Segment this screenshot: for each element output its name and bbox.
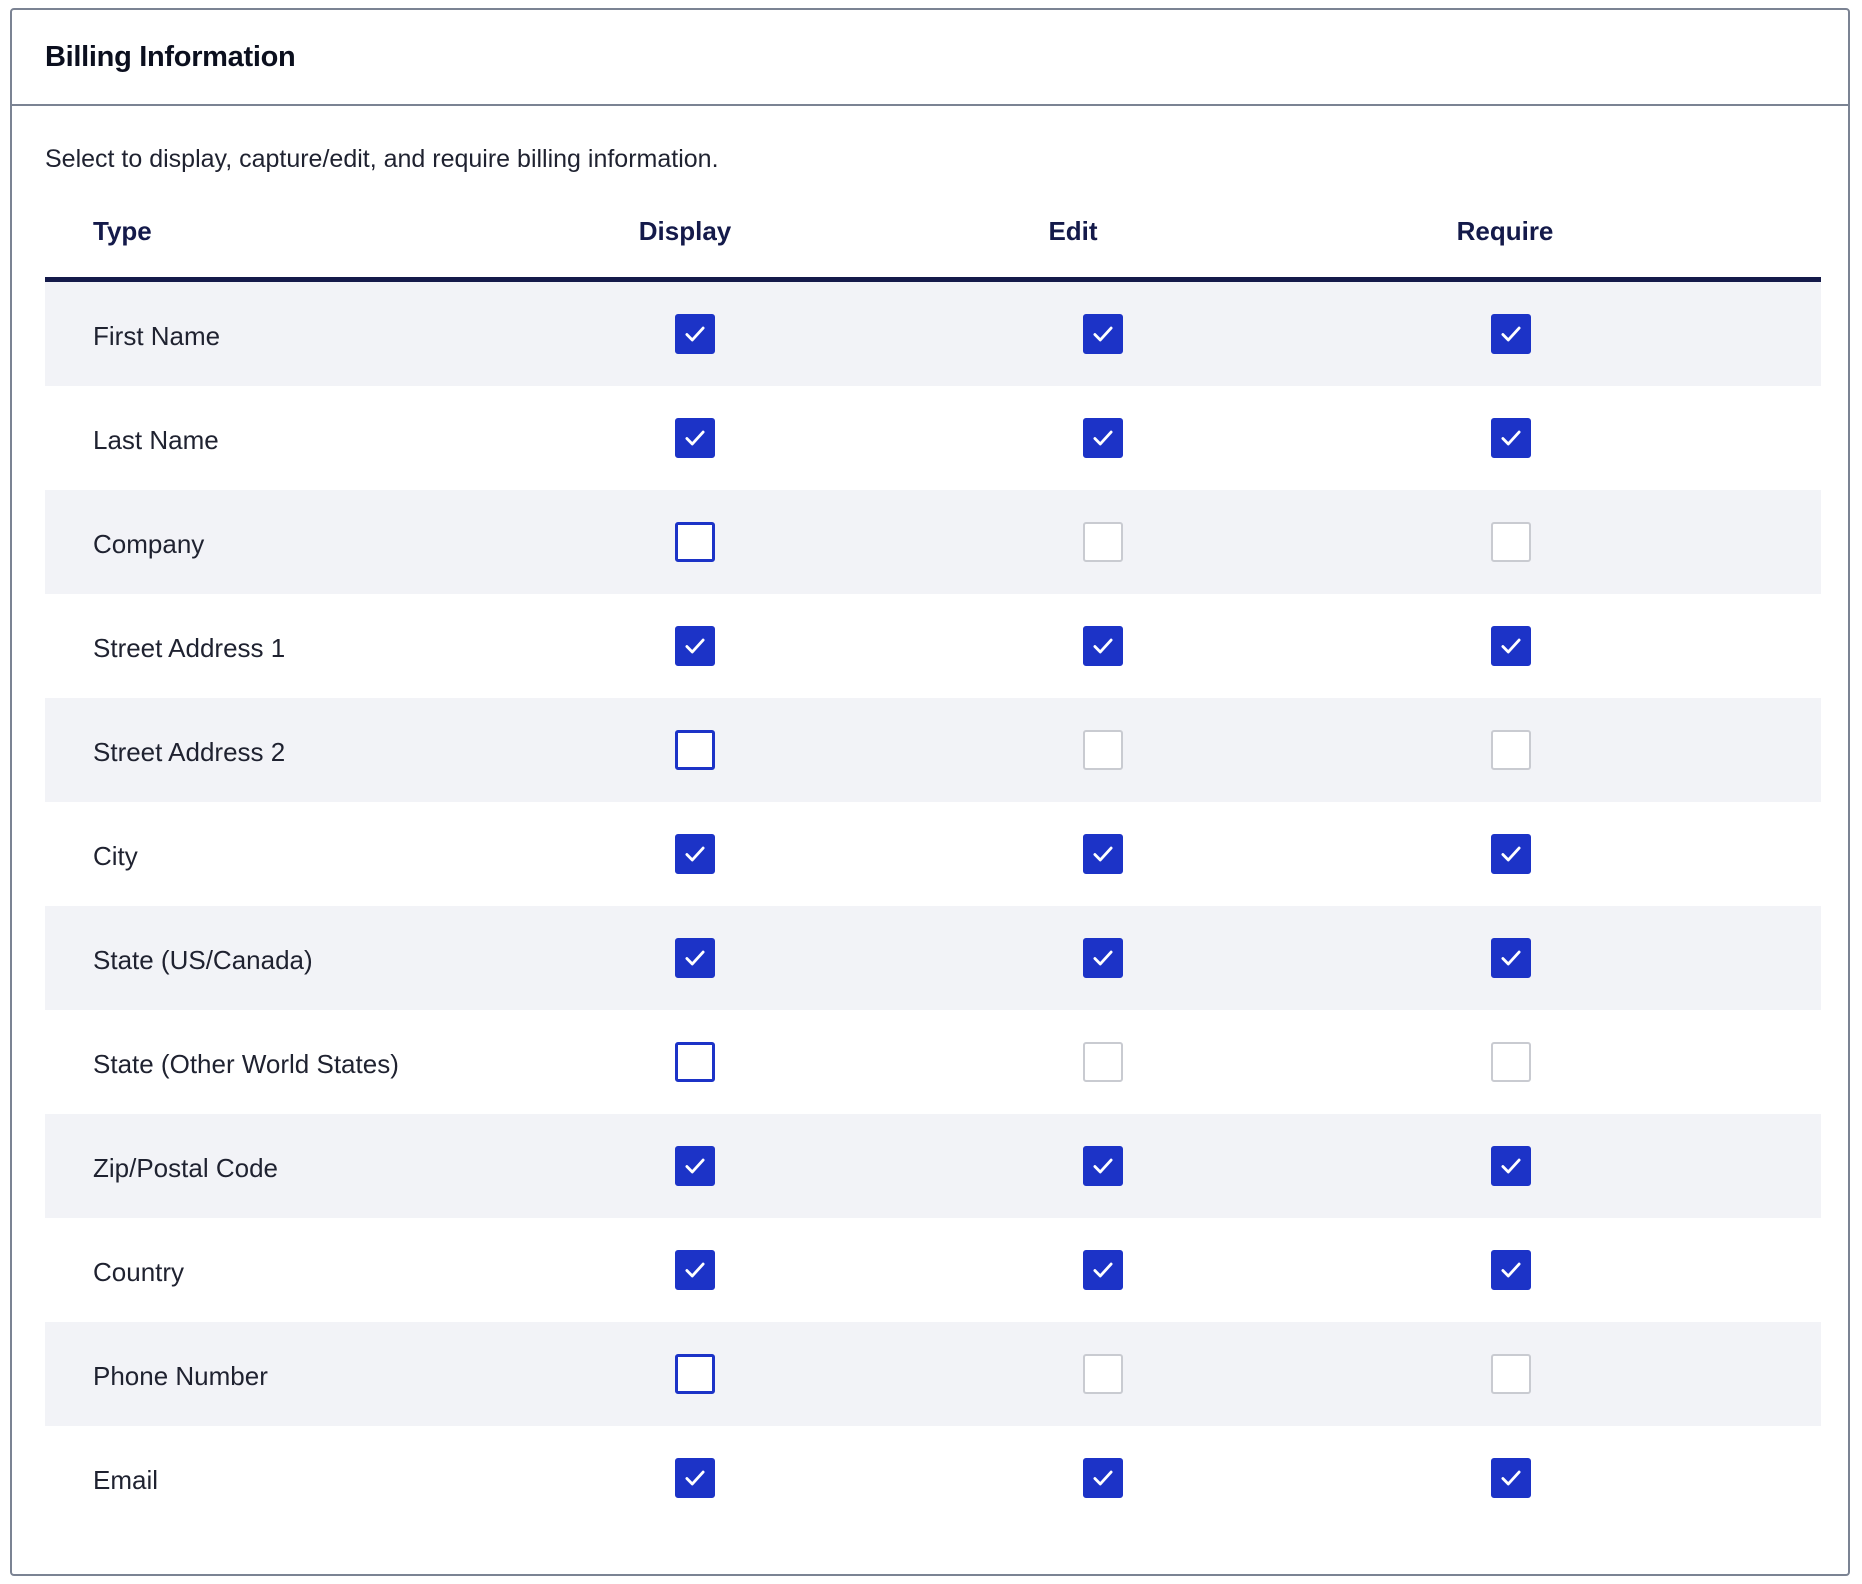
row-label: City: [93, 841, 138, 871]
row-label: State (US/Canada): [93, 945, 313, 975]
panel-header: Billing Information: [12, 10, 1848, 106]
edit-checkbox: [1083, 522, 1123, 562]
checkmark-icon: [1498, 945, 1524, 971]
require-checkbox[interactable]: [1491, 418, 1531, 458]
checkmark-icon: [1090, 321, 1116, 347]
checkmark-icon: [682, 321, 708, 347]
edit-checkbox[interactable]: [1083, 1458, 1123, 1498]
column-header-type: Type: [93, 216, 152, 246]
column-header-display: Display: [638, 216, 732, 246]
row-label: Email: [93, 1465, 159, 1495]
panel-body: Select to display, capture/edit, and req…: [12, 142, 1848, 1530]
edit-checkbox[interactable]: [1083, 834, 1123, 874]
display-checkbox[interactable]: [675, 418, 715, 458]
edit-checkbox[interactable]: [1083, 1250, 1123, 1290]
checkmark-icon: [1090, 945, 1116, 971]
checkmark-icon: [1090, 1257, 1116, 1283]
checkmark-icon: [682, 425, 708, 451]
panel-description: Select to display, capture/edit, and req…: [45, 145, 719, 173]
billing-fields-table: Type Display Edit Require First Name Last…: [45, 186, 1821, 1530]
checkmark-icon: [1498, 1465, 1524, 1491]
table-header: Type Display Edit Require: [45, 186, 1821, 282]
display-checkbox[interactable]: [675, 314, 715, 354]
require-checkbox: [1491, 522, 1531, 562]
table-row: Street Address 2: [45, 698, 1821, 802]
table-body: First Name Last Name Company Street Address…: [45, 282, 1821, 1530]
row-label: Country: [93, 1257, 185, 1287]
table-row: Zip/Postal Code: [45, 1114, 1821, 1218]
require-checkbox: [1491, 730, 1531, 770]
display-checkbox[interactable]: [675, 834, 715, 874]
table-row: Last Name: [45, 386, 1821, 490]
require-checkbox[interactable]: [1491, 834, 1531, 874]
checkmark-icon: [1090, 425, 1116, 451]
require-checkbox[interactable]: [1491, 938, 1531, 978]
checkmark-icon: [1498, 425, 1524, 451]
require-checkbox[interactable]: [1491, 626, 1531, 666]
billing-information-panel: Billing Information Select to display, c…: [10, 8, 1850, 1576]
row-label: Street Address 2: [93, 737, 286, 767]
display-checkbox[interactable]: [675, 626, 715, 666]
require-checkbox[interactable]: [1491, 314, 1531, 354]
checkmark-icon: [682, 1153, 708, 1179]
checkmark-icon: [1498, 321, 1524, 347]
display-checkbox[interactable]: [675, 730, 715, 770]
edit-checkbox: [1083, 1354, 1123, 1394]
require-checkbox[interactable]: [1491, 1146, 1531, 1186]
display-checkbox[interactable]: [675, 1250, 715, 1290]
checkmark-icon: [682, 1257, 708, 1283]
checkmark-icon: [682, 841, 708, 867]
row-label: First Name: [93, 321, 221, 351]
display-checkbox[interactable]: [675, 938, 715, 978]
checkmark-icon: [1090, 1153, 1116, 1179]
checkmark-icon: [1498, 841, 1524, 867]
row-label: Phone Number: [93, 1361, 268, 1391]
edit-checkbox[interactable]: [1083, 626, 1123, 666]
edit-checkbox[interactable]: [1083, 314, 1123, 354]
require-checkbox: [1491, 1354, 1531, 1394]
row-label: Street Address 1: [93, 633, 286, 663]
checkmark-icon: [682, 1465, 708, 1491]
column-header-edit: Edit: [1048, 216, 1098, 246]
checkmark-icon: [1090, 841, 1116, 867]
checkmark-icon: [1498, 1153, 1524, 1179]
display-checkbox[interactable]: [675, 1146, 715, 1186]
edit-checkbox[interactable]: [1083, 1146, 1123, 1186]
table-row: Country: [45, 1218, 1821, 1322]
display-checkbox[interactable]: [675, 522, 715, 562]
checkmark-icon: [1090, 633, 1116, 659]
row-label: State (Other World States): [93, 1049, 399, 1079]
display-checkbox[interactable]: [675, 1458, 715, 1498]
table-row: Street Address 1: [45, 594, 1821, 698]
checkmark-icon: [1498, 1257, 1524, 1283]
edit-checkbox[interactable]: [1083, 938, 1123, 978]
require-checkbox[interactable]: [1491, 1458, 1531, 1498]
table-row: First Name: [45, 282, 1821, 386]
table-row: City: [45, 802, 1821, 906]
display-checkbox[interactable]: [675, 1042, 715, 1082]
table-row: Company: [45, 490, 1821, 594]
require-checkbox[interactable]: [1491, 1250, 1531, 1290]
edit-checkbox[interactable]: [1083, 418, 1123, 458]
table-row: Phone Number: [45, 1322, 1821, 1426]
row-label: Company: [93, 529, 205, 559]
edit-checkbox: [1083, 730, 1123, 770]
panel-title: Billing Information: [45, 40, 296, 73]
row-label: Zip/Postal Code: [93, 1153, 278, 1183]
checkmark-icon: [682, 945, 708, 971]
checkmark-icon: [682, 633, 708, 659]
checkmark-icon: [1090, 1465, 1116, 1491]
row-label: Last Name: [93, 425, 219, 455]
display-checkbox[interactable]: [675, 1354, 715, 1394]
require-checkbox: [1491, 1042, 1531, 1082]
edit-checkbox: [1083, 1042, 1123, 1082]
checkmark-icon: [1498, 633, 1524, 659]
table-row: State (Other World States): [45, 1010, 1821, 1114]
table-row: Email: [45, 1426, 1821, 1530]
column-header-require: Require: [1456, 216, 1554, 246]
table-row: State (US/Canada): [45, 906, 1821, 1010]
